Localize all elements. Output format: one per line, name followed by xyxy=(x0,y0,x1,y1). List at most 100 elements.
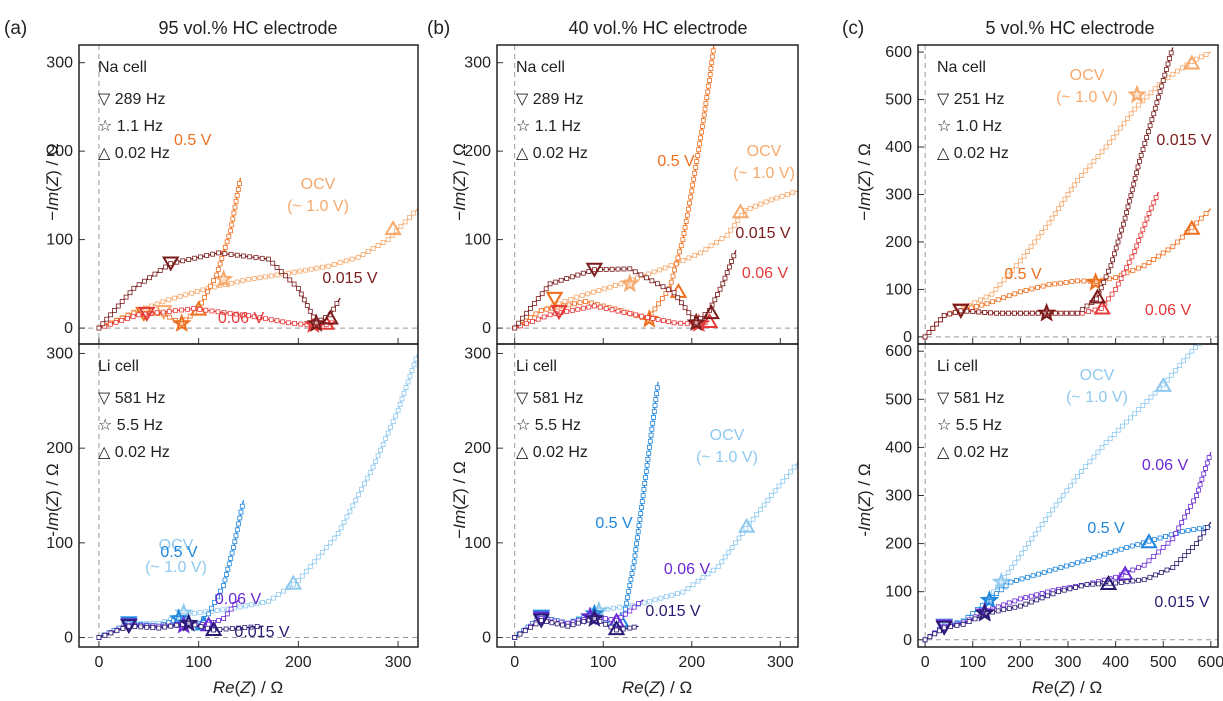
data-point xyxy=(1091,555,1097,561)
data-point xyxy=(1164,567,1170,573)
data-point xyxy=(1196,487,1201,493)
data-point xyxy=(278,269,284,275)
data-point xyxy=(724,232,730,238)
data-point xyxy=(758,507,763,513)
data-point xyxy=(1189,348,1195,354)
data-point xyxy=(1064,310,1069,316)
data-point xyxy=(1091,454,1097,460)
data-point xyxy=(1005,272,1011,278)
data-point xyxy=(1025,574,1030,580)
y-tick-label: 100 xyxy=(885,281,912,298)
data-point xyxy=(701,112,707,118)
data-point xyxy=(130,314,136,320)
data-point xyxy=(710,54,715,60)
data-point xyxy=(246,313,251,319)
data-point xyxy=(585,291,591,297)
data-point xyxy=(1118,276,1124,282)
data-point xyxy=(644,462,650,468)
y-tick-label: 300 xyxy=(885,488,912,505)
data-point xyxy=(228,606,234,612)
data-point xyxy=(636,523,642,528)
cell-label: Na cell xyxy=(937,59,986,76)
data-point xyxy=(532,301,537,306)
data-point xyxy=(765,497,771,503)
data-point xyxy=(1144,398,1150,404)
data-point xyxy=(670,273,676,279)
data-point xyxy=(179,307,184,313)
data-point xyxy=(747,205,753,211)
data-point xyxy=(1170,244,1176,250)
data-point xyxy=(221,583,227,588)
data-point xyxy=(627,311,633,317)
data-point xyxy=(653,397,659,403)
y-tick-label: 300 xyxy=(885,187,912,204)
data-point xyxy=(287,277,293,283)
data-point xyxy=(176,616,182,621)
data-point xyxy=(1106,296,1111,302)
data-point xyxy=(380,441,386,447)
data-point xyxy=(575,272,581,278)
data-point xyxy=(682,305,688,311)
data-point xyxy=(1154,100,1160,106)
data-point xyxy=(617,604,623,610)
data-point xyxy=(565,623,571,629)
data-point xyxy=(698,250,703,256)
data-point xyxy=(1069,562,1075,567)
data-point xyxy=(393,413,399,419)
data-point xyxy=(234,279,240,285)
data-point xyxy=(119,299,125,304)
data-point xyxy=(194,289,200,295)
data-point xyxy=(574,294,580,300)
data-point xyxy=(1078,583,1084,589)
data-point xyxy=(1019,576,1025,582)
series-v0015_li xyxy=(922,521,1212,643)
data-point xyxy=(168,623,174,629)
data-point xyxy=(1025,249,1030,254)
data-point xyxy=(632,553,638,559)
data-point xyxy=(690,582,696,588)
data-point xyxy=(668,262,674,268)
ylabel-a-bottom: -Im(Z) / Ω xyxy=(43,463,62,536)
data-point xyxy=(399,396,405,402)
data-point xyxy=(698,135,703,141)
data-point xyxy=(930,325,936,331)
data-point xyxy=(224,239,230,245)
data-point xyxy=(1151,256,1157,262)
data-point xyxy=(1203,465,1208,471)
data-point xyxy=(706,83,711,89)
data-point xyxy=(1140,227,1146,233)
marker-mid-freq xyxy=(1085,272,1106,291)
data-point xyxy=(375,453,381,459)
series-annotation: 0.06 V xyxy=(1145,302,1192,319)
data-point xyxy=(355,254,361,260)
series-annotation: 0.06 V xyxy=(218,310,265,327)
data-point xyxy=(157,268,163,274)
data-point xyxy=(530,318,535,324)
data-point xyxy=(174,622,180,628)
data-point xyxy=(1110,135,1116,140)
data-point xyxy=(226,233,232,239)
data-point xyxy=(678,243,684,249)
panel-title-b: 40 vol.% HC electrode xyxy=(568,18,747,38)
x-tick-label: 0 xyxy=(510,654,519,671)
data-point xyxy=(657,267,663,273)
data-point xyxy=(729,545,735,550)
marker-high-freq xyxy=(550,305,568,321)
data-point xyxy=(662,265,668,271)
data-point xyxy=(695,578,701,584)
data-point xyxy=(285,320,291,326)
data-point xyxy=(575,306,581,312)
data-point xyxy=(1146,260,1152,265)
y-tick-label: 500 xyxy=(885,92,912,109)
data-point xyxy=(520,315,525,321)
data-point xyxy=(403,385,409,391)
data-point xyxy=(690,182,696,188)
y-tick-label: 400 xyxy=(885,139,912,156)
data-point xyxy=(722,554,728,560)
data-point xyxy=(260,600,266,605)
data-point xyxy=(1023,595,1029,600)
data-point xyxy=(1075,560,1080,566)
data-point xyxy=(609,266,615,272)
data-point xyxy=(627,625,633,631)
